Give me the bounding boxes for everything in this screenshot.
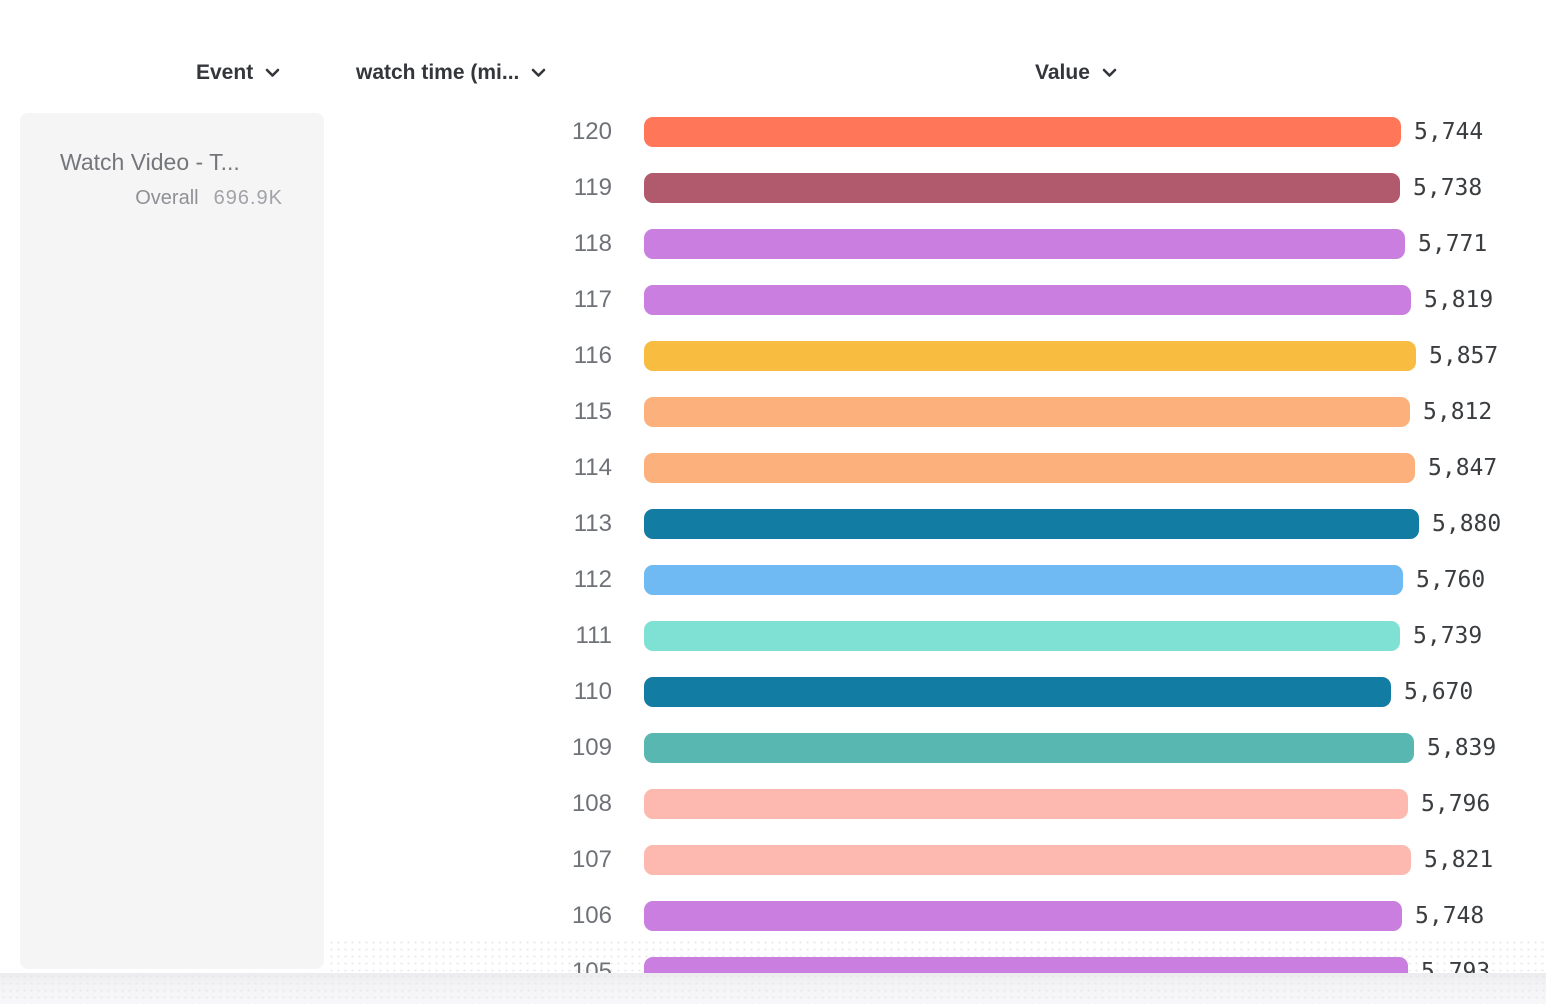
- bar[interactable]: [644, 789, 1408, 819]
- bar-row: 114 5,847: [0, 453, 1546, 483]
- bar-row: 119 5,738: [0, 173, 1546, 203]
- chevron-down-icon: [1102, 68, 1117, 78]
- bar-category-label: 117: [573, 286, 612, 313]
- bar-category-label: 111: [575, 622, 612, 649]
- bar[interactable]: [644, 173, 1400, 203]
- event-title: Watch Video - T...: [60, 149, 240, 175]
- bar[interactable]: [644, 117, 1401, 147]
- overall-label: Overall: [135, 187, 199, 209]
- bar-value-label: 5,738: [1413, 175, 1483, 201]
- bar[interactable]: [644, 621, 1400, 651]
- event-column-header[interactable]: Event: [196, 58, 280, 88]
- bar[interactable]: [644, 845, 1411, 875]
- bar-category-label: 110: [573, 678, 612, 705]
- bar-category-label: 119: [573, 174, 612, 201]
- chevron-down-icon: [531, 68, 546, 78]
- bar-row: 110 5,670: [0, 677, 1546, 707]
- value-column-header[interactable]: Value: [1035, 58, 1117, 88]
- event-column-label: Event: [196, 61, 254, 84]
- bar-value-label: 5,771: [1418, 231, 1488, 257]
- bar-row: 112 5,760: [0, 565, 1546, 595]
- bar-value-label: 5,819: [1424, 287, 1494, 313]
- bar[interactable]: [644, 453, 1415, 483]
- bar-value-label: 5,847: [1428, 455, 1498, 481]
- bar[interactable]: [644, 677, 1391, 707]
- bar[interactable]: [644, 229, 1405, 259]
- bar-value-label: 5,821: [1424, 847, 1494, 873]
- event-panel-card[interactable]: Watch Video - T... Overall 696.9K: [20, 113, 324, 969]
- bar[interactable]: [644, 565, 1403, 595]
- bar-value-label: 5,760: [1416, 567, 1486, 593]
- bar-value-label: 5,839: [1427, 735, 1497, 761]
- bar-row: 109 5,839: [0, 733, 1546, 763]
- bar-category-label: 108: [571, 790, 612, 817]
- bar-value-label: 5,670: [1404, 679, 1474, 705]
- bar-category-label: 113: [573, 510, 612, 537]
- bar-category-label: 107: [571, 846, 612, 873]
- bar[interactable]: [644, 341, 1416, 371]
- bar-row: 111 5,739: [0, 621, 1546, 651]
- bar-category-label: 106: [571, 902, 612, 929]
- bar-row: 117 5,819: [0, 285, 1546, 315]
- bar-row: 120 5,744: [0, 117, 1546, 147]
- bar[interactable]: [644, 509, 1419, 539]
- overall-value: 696.9K: [213, 187, 283, 209]
- bar-row: 107 5,821: [0, 845, 1546, 875]
- bar-category-label: 120: [571, 118, 612, 145]
- bar[interactable]: [644, 733, 1414, 763]
- bar-row: 118 5,771: [0, 229, 1546, 259]
- chevron-down-icon: [265, 68, 280, 78]
- bar-value-label: 5,880: [1432, 511, 1502, 537]
- bar-category-label: 116: [573, 342, 612, 369]
- bar-category-label: 118: [573, 230, 612, 257]
- bar-value-label: 5,812: [1423, 399, 1493, 425]
- event-overall-row: Overall 696.9K: [135, 187, 283, 210]
- metric-column-label: watch time (mi...: [356, 61, 520, 84]
- bar-row: 106 5,748: [0, 901, 1546, 931]
- bar-value-label: 5,739: [1413, 623, 1483, 649]
- bar-category-label: 115: [573, 398, 612, 425]
- bar-value-label: 5,744: [1414, 119, 1484, 145]
- bar-value-label: 5,748: [1415, 903, 1485, 929]
- bar[interactable]: [644, 901, 1402, 931]
- metric-column-header[interactable]: watch time (mi...: [356, 58, 546, 88]
- bar-category-label: 112: [573, 566, 612, 593]
- bottom-fade-strip: [0, 973, 1546, 1004]
- bar-row: 115 5,812: [0, 397, 1546, 427]
- bar-value-label: 5,857: [1429, 343, 1499, 369]
- bar[interactable]: [644, 397, 1410, 427]
- bar[interactable]: [644, 285, 1411, 315]
- bar-category-label: 109: [571, 734, 612, 761]
- bar-row: 116 5,857: [0, 341, 1546, 371]
- bar-row: 113 5,880: [0, 509, 1546, 539]
- value-column-label: Value: [1035, 61, 1090, 84]
- bar-value-label: 5,796: [1421, 791, 1491, 817]
- bar-category-label: 114: [573, 454, 612, 481]
- bar-row: 108 5,796: [0, 789, 1546, 819]
